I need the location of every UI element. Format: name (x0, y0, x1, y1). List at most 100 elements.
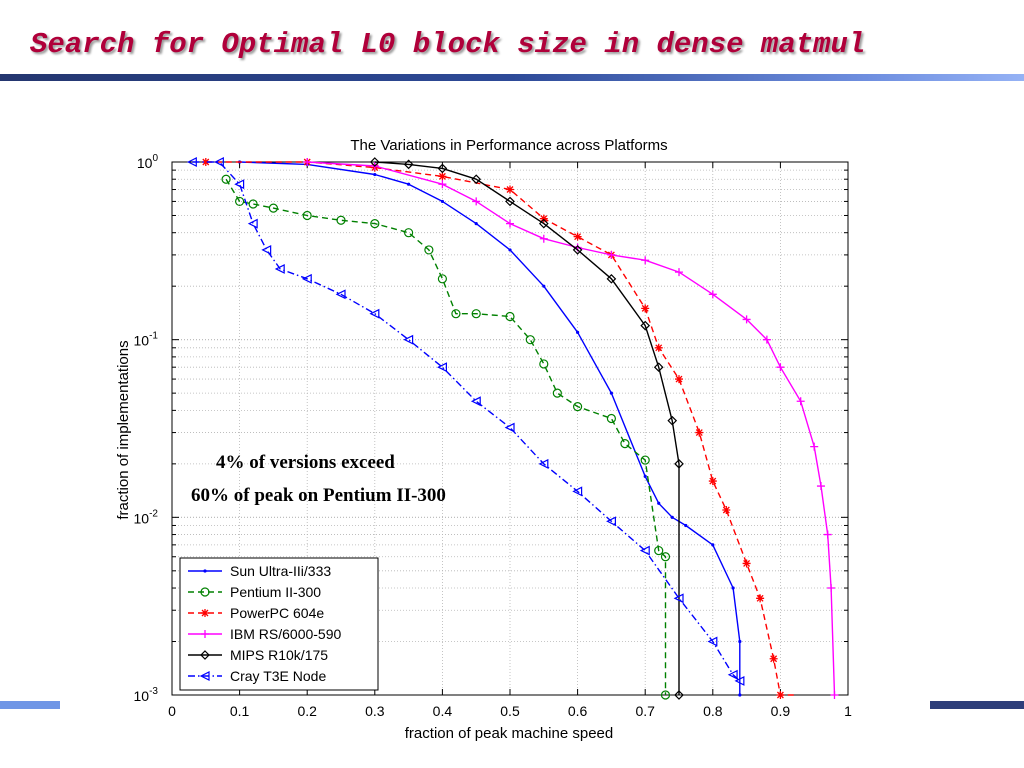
title-underline-bar (0, 74, 1024, 81)
x-tick-label: 0.1 (230, 703, 250, 719)
data-point (742, 315, 751, 324)
data-point (762, 335, 771, 344)
legend-label: PowerPC 604e (230, 605, 324, 621)
data-point (742, 559, 751, 568)
data-point (440, 199, 444, 204)
data-point (369, 308, 380, 319)
x-tick-label: 0.9 (771, 703, 791, 719)
data-point (796, 397, 805, 406)
data-point (438, 172, 447, 181)
data-point (734, 675, 745, 686)
data-point (404, 228, 414, 238)
data-point (235, 196, 245, 207)
data-point (639, 545, 650, 556)
data-point (470, 396, 481, 407)
x-tick-label: 0.5 (500, 703, 520, 719)
legend-label: MIPS R10k/175 (230, 647, 328, 663)
data-point (674, 459, 684, 469)
data-point (643, 474, 647, 478)
data-point (506, 219, 514, 228)
series-sun-ultra-iii-333 (238, 160, 742, 697)
data-point (641, 256, 650, 265)
data-point (606, 273, 617, 284)
data-point (830, 691, 839, 699)
data-point (653, 362, 664, 373)
data-point (303, 158, 312, 166)
left-accent-bar (0, 701, 60, 709)
slide-title: Search for Optimal L0 block size in dens… (30, 28, 866, 61)
data-point (508, 248, 512, 252)
data-point (722, 505, 731, 514)
data-point (506, 185, 514, 194)
series-line-cray-t3e-node (192, 161, 741, 682)
data-point (505, 311, 515, 322)
data-point (654, 343, 663, 352)
data-point (576, 330, 580, 334)
data-point (776, 691, 785, 699)
legend-marker (201, 609, 209, 617)
x-tick-label: 0.6 (568, 703, 588, 719)
series-cray-t3e-node (186, 157, 745, 686)
series-powerpc-604e (201, 158, 794, 699)
x-tick-label: 0 (168, 703, 176, 719)
data-point (675, 375, 683, 384)
data-point (727, 669, 738, 680)
chart-title: The Variations in Performance across Pla… (350, 137, 667, 154)
series-mips-r10k-175 (369, 157, 684, 700)
data-point (370, 219, 380, 229)
data-point (471, 174, 482, 185)
data-point (606, 413, 617, 424)
legend-label: Cray T3E Node (230, 668, 326, 684)
legend-label: Sun Ultra-IIi/333 (230, 563, 331, 579)
data-point (369, 157, 380, 167)
legend-marker (199, 671, 210, 681)
data-point (335, 289, 346, 300)
data-point (538, 458, 549, 469)
y-tick-label: 10-1 (134, 331, 159, 349)
data-point (660, 552, 671, 562)
data-point (674, 690, 684, 700)
data-point (336, 215, 346, 225)
data-point (640, 320, 651, 331)
data-point (539, 234, 548, 243)
x-tick-label: 1 (844, 703, 852, 719)
data-point (654, 545, 664, 556)
series-ibm-rs-6000-590 (303, 158, 839, 699)
data-point (451, 309, 461, 319)
data-point (738, 639, 742, 644)
data-point (186, 157, 197, 167)
x-tick-label: 0.2 (297, 703, 317, 719)
data-point (641, 304, 650, 313)
data-point (525, 335, 535, 345)
data-point (302, 210, 312, 221)
annotation-line-2: 60% of peak on Pentium II-300 (191, 485, 446, 506)
y-tick-label: 10-2 (134, 508, 159, 526)
data-point (572, 402, 583, 412)
x-tick-label: 0.4 (433, 703, 453, 719)
series-line-sun-ultra-iii-333 (239, 161, 741, 695)
x-tick-label: 0.3 (365, 703, 385, 719)
data-point (695, 428, 704, 437)
data-point (707, 636, 718, 647)
data-point (640, 455, 650, 465)
legend-box (179, 557, 379, 691)
data-point (201, 158, 210, 166)
right-accent-bar (930, 701, 1024, 709)
data-point (373, 172, 377, 177)
data-point (424, 245, 434, 255)
data-point (756, 594, 765, 603)
data-point (403, 159, 414, 170)
data-point (675, 268, 683, 277)
legend-marker (200, 650, 210, 660)
data-point (670, 515, 674, 519)
data-point (248, 199, 258, 209)
y-tick-label: 10-3 (134, 686, 159, 704)
data-point (776, 363, 785, 372)
series-line-ibm-rs-6000-590 (307, 161, 836, 696)
data-point (407, 182, 411, 186)
legend: Sun Ultra-IIi/333 Pentium II-300 PowerPC 6… (179, 557, 379, 691)
annotation-line-1: 4% of versions exceed (216, 452, 395, 473)
data-point (606, 516, 616, 527)
data-point (657, 501, 661, 505)
